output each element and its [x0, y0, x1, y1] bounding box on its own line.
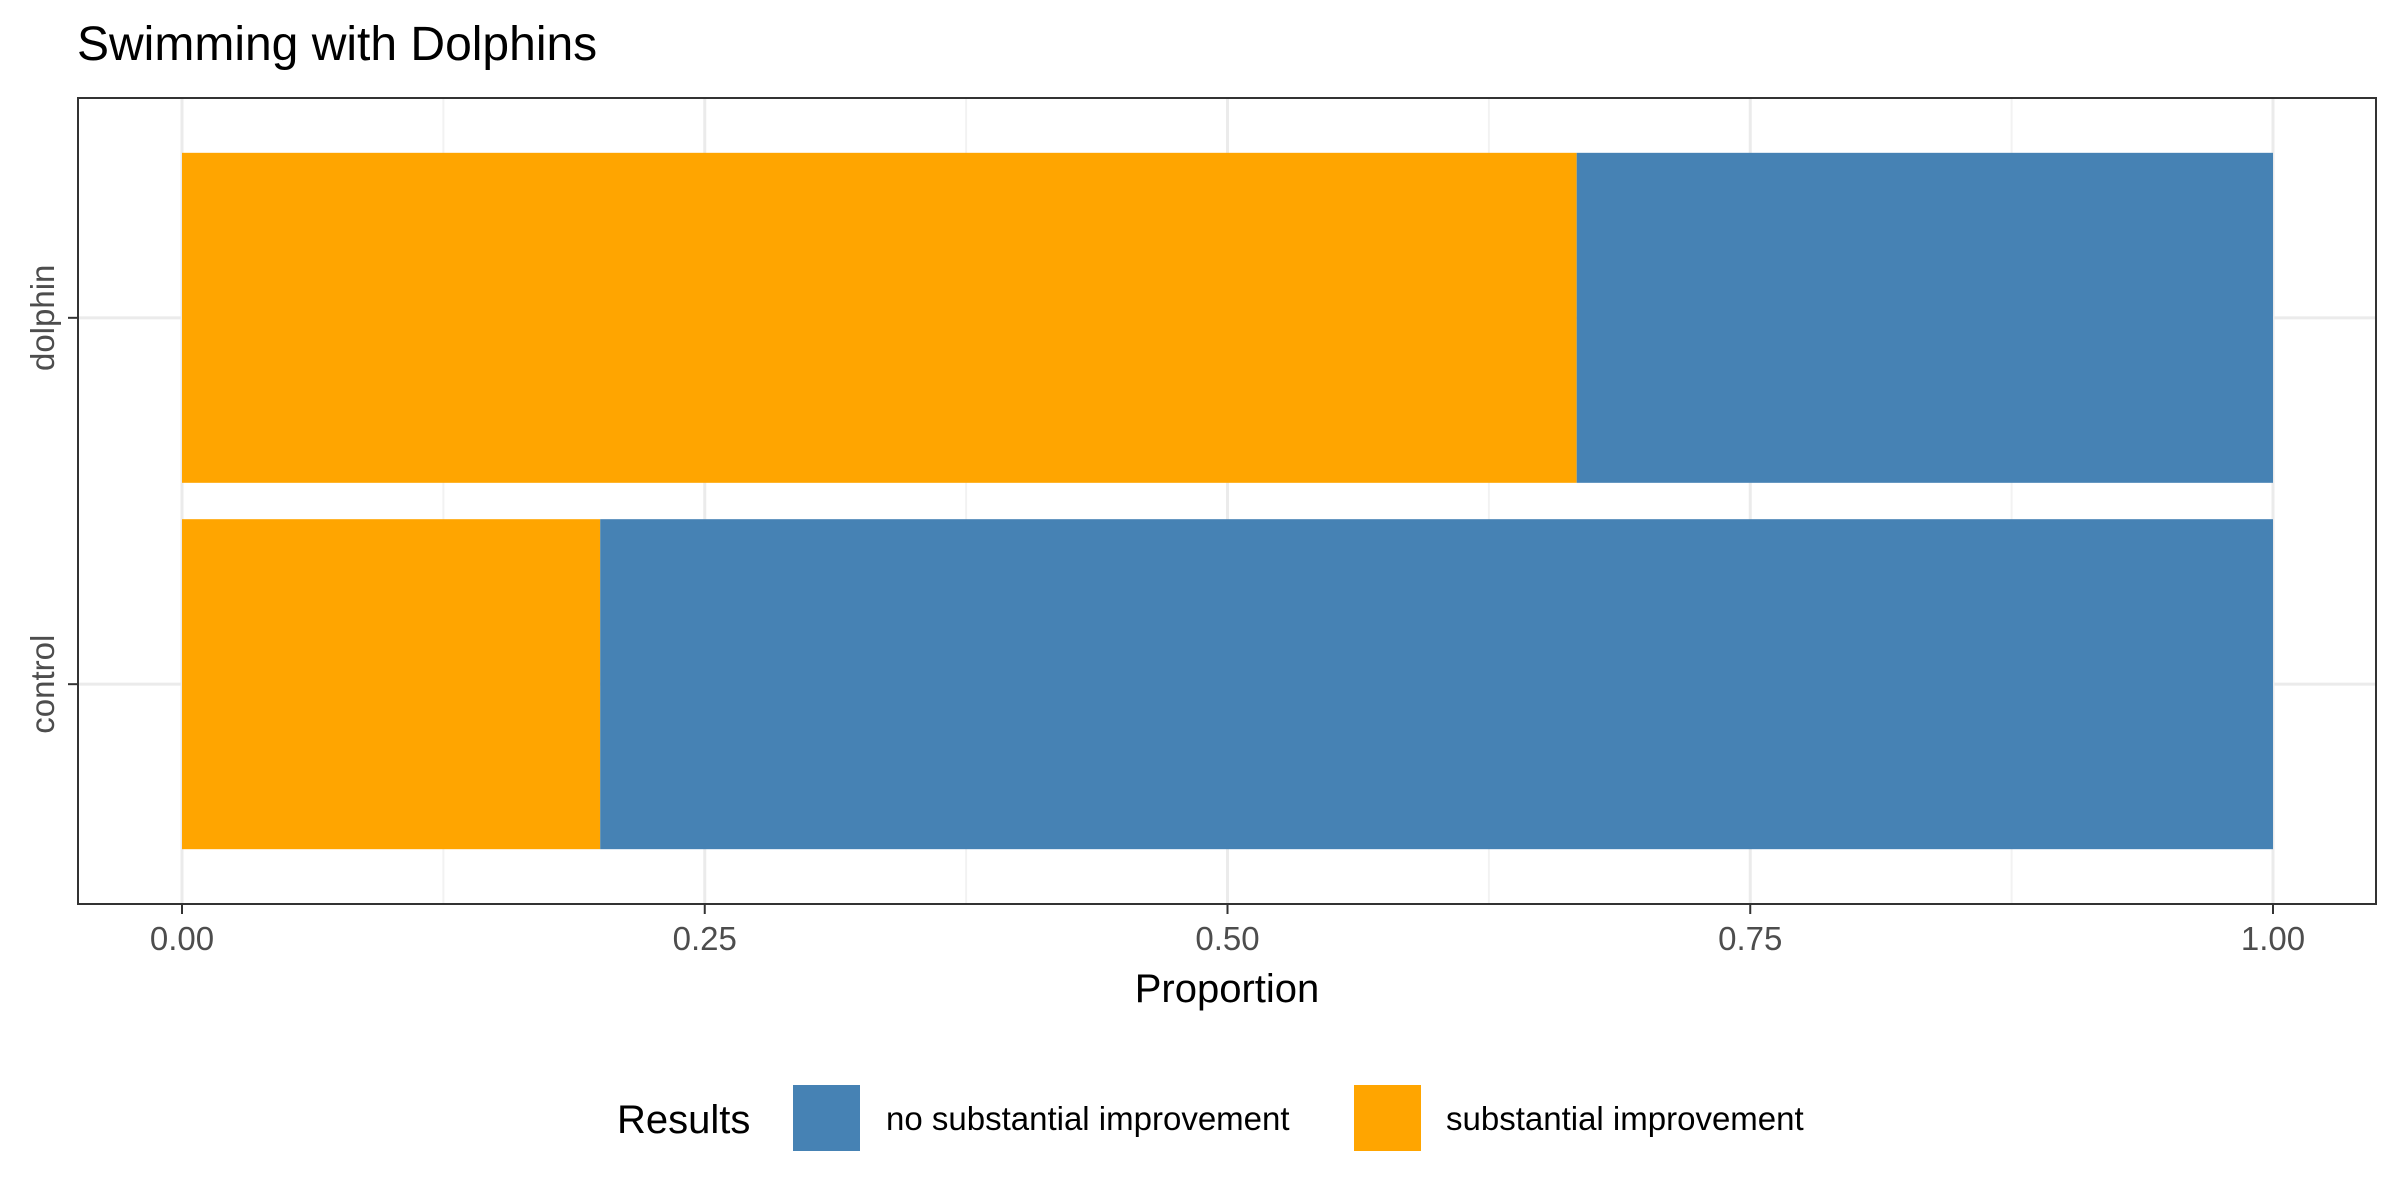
legend-label: no substantial improvement — [886, 1100, 1290, 1137]
legend-title: Results — [617, 1098, 750, 1142]
chart-title: Swimming with Dolphins — [77, 18, 597, 71]
legend-key — [1354, 1085, 1421, 1151]
y-tick-label: dolphin — [24, 265, 61, 371]
x-tick-label: 0.00 — [150, 920, 214, 957]
x-tick-label: 0.50 — [1195, 920, 1259, 957]
legend: Results no substantial improvement substa… — [617, 1085, 1804, 1151]
bar-dolphin-substantial-improvement — [182, 152, 1577, 483]
bars — [182, 152, 2274, 850]
bar-control-no-substantial-improvement — [600, 519, 2274, 850]
x-tick-label: 1.00 — [2241, 920, 2305, 957]
bar-dolphin-no-substantial-improvement — [1576, 152, 2273, 483]
bar-control-substantial-improvement — [182, 519, 601, 850]
x-tick-label: 0.75 — [1718, 920, 1782, 957]
y-axis: dolphin control — [24, 265, 78, 734]
plot-panel — [77, 97, 2377, 905]
legend-label: substantial improvement — [1446, 1100, 1804, 1137]
x-tick-label: 0.25 — [673, 920, 737, 957]
legend-items: no substantial improvement substantial im… — [793, 1085, 1804, 1151]
x-axis-title: Proportion — [1135, 967, 1320, 1011]
legend-key — [793, 1085, 860, 1151]
x-axis: 0.00 0.25 0.50 0.75 1.00 — [150, 904, 2305, 957]
y-tick-label: control — [24, 635, 61, 734]
